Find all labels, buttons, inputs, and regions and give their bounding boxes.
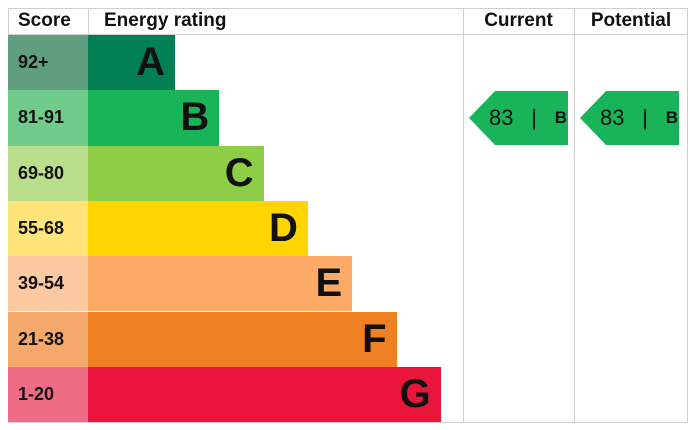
- bottom-border: [8, 422, 688, 423]
- potential-rating-arrow: 83 | B: [580, 90, 680, 146]
- current-header: Current: [484, 10, 553, 31]
- potential-header: Potential: [590, 10, 672, 31]
- score-cell-f: 21-38: [8, 311, 88, 367]
- energy-rating-header: Energy rating: [104, 10, 227, 31]
- rating-bar-g: G: [88, 366, 441, 423]
- right-border: [687, 8, 688, 423]
- potential-letter: B: [665, 108, 678, 128]
- rating-bar-b: B: [88, 90, 220, 146]
- current-value: 83: [489, 105, 514, 131]
- score-cell-a: 92+: [8, 35, 88, 91]
- rating-bar-a: A: [88, 35, 175, 91]
- score-cell-e: 39-54: [8, 256, 88, 312]
- current-separator: |: [531, 105, 537, 131]
- rating-bar-f: F: [88, 311, 397, 367]
- rating-bar-c: C: [88, 145, 264, 201]
- arrow-shape: [469, 91, 568, 146]
- current-letter: B: [554, 108, 567, 128]
- rating-bar-d: D: [88, 200, 308, 257]
- arrow-fill: [580, 91, 679, 146]
- current-rating-arrow: 83 | B: [469, 90, 569, 146]
- score-cell-g: 1-20: [8, 366, 88, 423]
- score-cell-d: 55-68: [8, 200, 88, 257]
- header-divider-v: [88, 8, 89, 35]
- potential-column-border: [574, 8, 575, 423]
- top-border: [8, 8, 688, 9]
- arrow-fill: [469, 91, 568, 146]
- header-divider: [8, 34, 688, 35]
- score-header: Score: [18, 10, 71, 31]
- score-cell-b: 81-91: [8, 90, 88, 146]
- arrow-shape: [580, 91, 679, 146]
- potential-value: 83: [600, 105, 625, 131]
- rating-bar-e: E: [88, 256, 353, 312]
- potential-separator: |: [642, 105, 648, 131]
- current-column-border: [463, 8, 464, 423]
- score-cell-c: 69-80: [8, 145, 88, 201]
